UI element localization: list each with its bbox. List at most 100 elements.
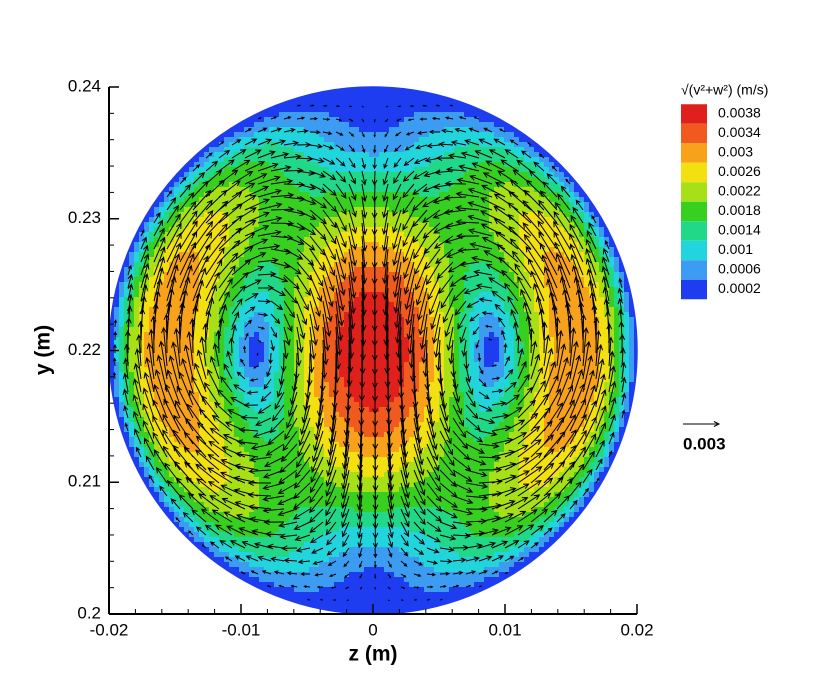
- contour-cell: [174, 402, 180, 408]
- contour-cell: [269, 587, 275, 593]
- contour-cell: [354, 572, 360, 578]
- contour-cell: [369, 302, 375, 308]
- contour-cell: [174, 337, 180, 343]
- contour-cell: [369, 177, 375, 183]
- contour-cell: [379, 107, 385, 113]
- contour-cell: [114, 387, 120, 393]
- contour-cell: [119, 382, 125, 388]
- contour-cell: [354, 367, 360, 373]
- contour-cell: [249, 357, 255, 363]
- contour-cell: [374, 92, 380, 98]
- contour-cell: [174, 452, 180, 458]
- contour-cell: [119, 417, 125, 423]
- contour-cell: [309, 512, 315, 518]
- contour-cell: [169, 202, 175, 208]
- contour-cell: [174, 482, 180, 488]
- contour-cell: [164, 242, 170, 248]
- contour-cell: [144, 397, 150, 403]
- contour-cell: [179, 337, 185, 343]
- contour-cell: [264, 422, 270, 428]
- contour-cell: [269, 237, 275, 243]
- contour-cell: [364, 522, 370, 528]
- contour-cell: [184, 517, 190, 523]
- contour-cell: [354, 122, 360, 128]
- contour-cell: [324, 387, 330, 393]
- contour-cell: [204, 177, 210, 183]
- contour-cell: [334, 587, 340, 593]
- contour-cell: [159, 207, 165, 213]
- contour-cell: [189, 277, 195, 283]
- contour-cell: [279, 342, 285, 348]
- contour-cell: [204, 202, 210, 208]
- contour-cell: [309, 87, 315, 93]
- contour-cell: [314, 332, 320, 338]
- contour-cell: [144, 252, 150, 258]
- contour-cell: [164, 522, 170, 528]
- contour-cell: [354, 587, 360, 593]
- contour-cell: [154, 312, 160, 318]
- contour-cell: [169, 257, 175, 263]
- contour-cell: [179, 327, 185, 333]
- contour-cell: [229, 302, 235, 308]
- contour-cell: [184, 382, 190, 388]
- contour-cell: [199, 527, 205, 533]
- contour-cell: [214, 202, 220, 208]
- contour-cell: [274, 487, 280, 493]
- contour-cell: [229, 577, 235, 583]
- contour-cell: [349, 547, 355, 553]
- contour-cell: [304, 147, 310, 153]
- contour-cell: [359, 172, 365, 178]
- contour-cell: [204, 392, 210, 398]
- contour-cell: [179, 342, 185, 348]
- contour-cell: [269, 577, 275, 583]
- contour-cell: [369, 92, 375, 98]
- contour-cell: [274, 562, 280, 568]
- contour-cell: [234, 337, 240, 343]
- contour-cell: [379, 312, 385, 318]
- contour-cell: [169, 187, 175, 193]
- contour-cell: [244, 437, 250, 443]
- contour-cell: [224, 122, 230, 128]
- contour-cell: [149, 307, 155, 313]
- contour-cell: [359, 592, 365, 598]
- contour-cell: [139, 417, 145, 423]
- contour-cell: [294, 187, 300, 193]
- contour-cell: [184, 542, 190, 548]
- contour-cell: [314, 177, 320, 183]
- contour-cell: [209, 182, 215, 188]
- contour-cell: [144, 492, 150, 498]
- contour-cell: [194, 197, 200, 203]
- contour-cell: [194, 167, 200, 173]
- contour-cell: [129, 357, 135, 363]
- contour-cell: [209, 272, 215, 278]
- contour-cell: [149, 232, 155, 238]
- contour-cell: [294, 572, 300, 578]
- contour-cell: [274, 297, 280, 303]
- contour-cell: [374, 97, 380, 103]
- contour-cell: [194, 207, 200, 213]
- contour-cell: [184, 377, 190, 383]
- contour-cell: [364, 117, 370, 123]
- contour-cell: [384, 137, 390, 143]
- contour-cell: [369, 582, 375, 588]
- contour-cell: [179, 257, 185, 263]
- contour-cell: [119, 312, 125, 318]
- contour-cell: [354, 317, 360, 323]
- contour-cell: [154, 427, 160, 433]
- contour-cell: [149, 367, 155, 373]
- contour-cell: [219, 452, 225, 458]
- contour-cell: [369, 237, 375, 243]
- contour-cell: [149, 247, 155, 253]
- contour-cell: [384, 607, 390, 613]
- contour-cell: [259, 392, 265, 398]
- contour-cell: [304, 562, 310, 568]
- contour-cell: [264, 277, 270, 283]
- contour-cell: [259, 317, 265, 323]
- contour-cell: [279, 252, 285, 258]
- contour-cell: [344, 322, 350, 328]
- contour-cell: [134, 257, 140, 263]
- contour-cell: [199, 332, 205, 338]
- contour-cell: [254, 332, 260, 338]
- contour-cell: [234, 432, 240, 438]
- contour-cell: [374, 122, 380, 128]
